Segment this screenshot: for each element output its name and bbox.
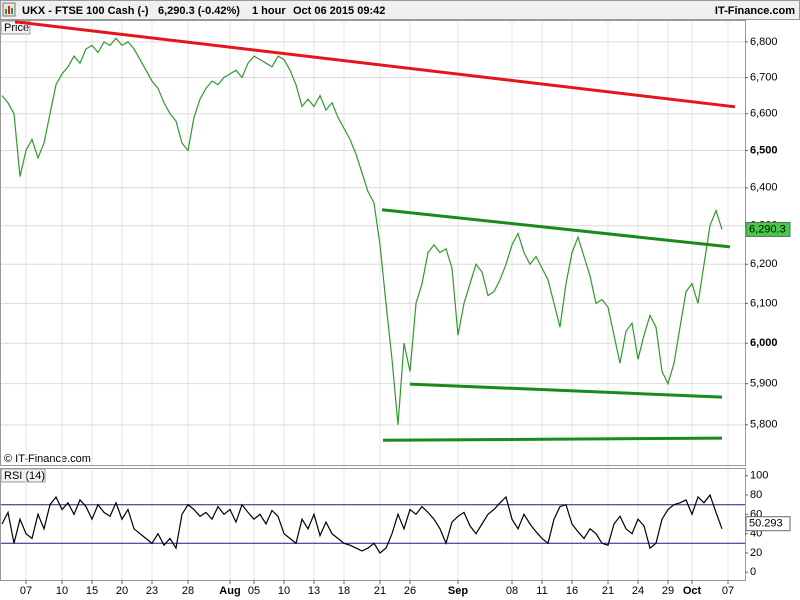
- x-tick-label: 15: [86, 585, 98, 597]
- y-tick-label: 6,700: [750, 71, 778, 83]
- icon-bar: [8, 6, 10, 14]
- header-interval: 1 hour: [252, 5, 286, 17]
- x-tick-label: Aug: [219, 585, 240, 597]
- x-tick-label: 16: [566, 585, 578, 597]
- header-title: UKX - FTSE 100 Cash (-): [22, 5, 149, 17]
- x-tick-label: 07: [722, 585, 734, 597]
- x-tick-label: 21: [602, 585, 614, 597]
- x-tick-label: Oct: [683, 585, 702, 597]
- y-tick-label: 6,600: [750, 108, 778, 120]
- last-value-box: [745, 221, 791, 237]
- series-line: [1, 493, 723, 554]
- legend-label: Price: [4, 22, 29, 34]
- y-tick-label: 5,800: [750, 419, 778, 431]
- x-tick-label: 05: [248, 585, 260, 597]
- y-tick-label: 80: [750, 489, 762, 501]
- x-tick-label: 10: [278, 585, 290, 597]
- y-tick-label: 5,900: [750, 378, 778, 390]
- icon-bar: [5, 9, 7, 14]
- trend-line: [381, 208, 731, 249]
- x-tick-label: 13: [308, 585, 320, 597]
- last-value-label: 6,290.3: [749, 223, 786, 235]
- rsi-title: RSI (14): [4, 470, 45, 482]
- x-tick-label: 29: [662, 585, 674, 597]
- x-tick-label: 11: [536, 585, 547, 597]
- y-tick-label: 0: [750, 566, 756, 578]
- trend-line: [409, 382, 723, 399]
- x-tick-label: 08: [506, 585, 518, 597]
- x-tick-label: 23: [146, 585, 158, 597]
- series-line: [1, 37, 723, 425]
- price-panel: [0, 20, 746, 466]
- last-value-label: 50.293: [749, 518, 783, 530]
- x-tick-label: 28: [182, 585, 194, 597]
- y-tick-label: 6,200: [750, 258, 778, 270]
- copyright: © IT-Finance.com: [4, 453, 91, 465]
- x-tick-label: 26: [404, 585, 416, 597]
- x-tick-label: 07: [20, 585, 32, 597]
- x-tick-label: Sep: [448, 585, 468, 597]
- x-tick-label: 18: [338, 585, 350, 597]
- x-tick-label: 20: [116, 585, 128, 597]
- y-tick-label: 6,800: [750, 36, 778, 48]
- trend-line: [14, 20, 736, 109]
- last-value-box: [745, 516, 791, 532]
- icon-bar: [11, 8, 13, 14]
- y-tick-label: 6,100: [750, 297, 778, 309]
- x-tick-label: 21: [374, 585, 386, 597]
- header-brand: IT-Finance.com: [715, 5, 795, 17]
- trend-line: [382, 436, 723, 442]
- x-tick-label: 10: [56, 585, 68, 597]
- y-tick-label: 20: [750, 547, 762, 559]
- y-tick-label: 6,000: [750, 337, 778, 349]
- header-quote: 6,290.3 (-0.42%): [158, 5, 240, 17]
- y-tick-label: 6,400: [750, 182, 778, 194]
- x-tick-label: 24: [632, 585, 644, 597]
- y-tick-label: 6,500: [750, 144, 778, 156]
- y-tick-label: 100: [750, 470, 768, 482]
- header-timestamp: Oct 06 2015 09:42: [293, 5, 385, 17]
- legend-box: [0, 468, 46, 483]
